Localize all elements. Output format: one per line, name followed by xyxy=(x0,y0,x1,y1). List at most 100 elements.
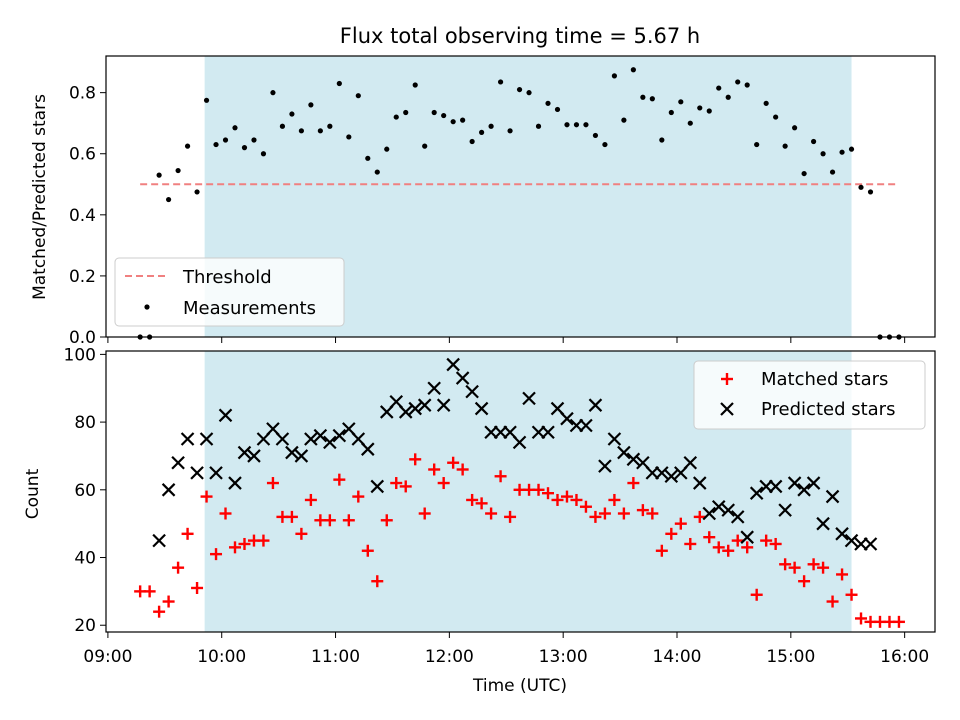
matched-star-point xyxy=(504,510,517,523)
measurement-point xyxy=(573,122,580,128)
matched-star-point xyxy=(399,480,412,493)
predicted-star-point xyxy=(313,428,328,443)
y-tick-label: 60 xyxy=(74,481,96,501)
legend-predicted-swatch xyxy=(720,402,734,416)
x-tick-label: 14:00 xyxy=(653,647,702,667)
predicted-star-point xyxy=(721,503,736,517)
matched-star-point xyxy=(200,490,213,503)
matched-star-point xyxy=(807,558,820,571)
matched-star-point xyxy=(333,473,346,486)
measurement-point xyxy=(820,151,826,157)
legend-predicted-label: Predicted stars xyxy=(761,399,895,420)
matched-star-point xyxy=(693,510,706,523)
predicted-star-point xyxy=(816,516,830,531)
predicted-star-point xyxy=(730,510,745,524)
predicted-star-point xyxy=(617,445,631,460)
predicted-star-point xyxy=(398,405,413,419)
predicted-star-point xyxy=(323,435,337,450)
predicted-star-point xyxy=(560,411,574,426)
predicted-star-point xyxy=(692,476,707,490)
measurement-point xyxy=(621,117,627,123)
measurement-point xyxy=(697,105,703,111)
measurement-point xyxy=(460,117,466,123)
matched-star-point xyxy=(542,487,555,500)
predicted-star-point xyxy=(370,479,385,494)
y-tick-label: 0.4 xyxy=(69,206,96,226)
matched-star-point xyxy=(390,477,403,490)
matched-star-point xyxy=(570,493,583,506)
predicted-star-point xyxy=(541,425,555,440)
predicted-star-point xyxy=(417,398,432,412)
matched-star-point xyxy=(760,534,773,547)
measurement-point xyxy=(346,134,352,140)
measurement-point xyxy=(355,93,361,99)
measurement-point xyxy=(649,96,655,102)
measurement-point xyxy=(507,128,513,134)
measurement-point xyxy=(469,138,475,145)
predicted-star-point xyxy=(294,449,309,463)
measurement-point xyxy=(327,123,333,129)
measurement-point xyxy=(279,123,286,129)
bottom-legend: Matched stars Predicted stars xyxy=(693,360,926,430)
measurement-point xyxy=(706,108,712,114)
measurement-point xyxy=(184,143,191,149)
y-tick-label: 100 xyxy=(64,345,96,365)
y-tick-label: 0.2 xyxy=(69,267,96,287)
matched-star-point xyxy=(636,504,649,517)
matched-star-point xyxy=(779,558,792,571)
predicted-star-point xyxy=(199,432,214,446)
matched-star-point xyxy=(712,541,725,554)
matched-star-point xyxy=(153,605,166,618)
predicted-star-point xyxy=(607,432,622,446)
predicted-star-point xyxy=(190,466,204,480)
bottom-y-axis-label: Count xyxy=(23,468,43,519)
measurement-point xyxy=(810,138,817,145)
y-tick-label: 20 xyxy=(74,616,96,636)
matched-star-point xyxy=(323,514,336,527)
matched-star-point xyxy=(485,507,498,520)
matched-star-point xyxy=(494,470,507,483)
measurement-point xyxy=(545,100,551,106)
top-x-ticks xyxy=(107,337,906,343)
x-tick-label: 15:00 xyxy=(766,647,815,667)
predicted-star-point xyxy=(711,499,726,514)
measurement-point xyxy=(403,109,409,116)
measurement-point xyxy=(232,125,238,131)
matched-star-point xyxy=(579,500,592,513)
predicted-star-point xyxy=(247,449,261,463)
measurement-point xyxy=(365,155,371,161)
measurement-point xyxy=(479,129,485,135)
matched-star-point xyxy=(532,483,545,496)
matched-star-point xyxy=(892,615,905,628)
top-y-axis: 0.0 0.2 0.4 0.6 0.8 xyxy=(69,84,106,348)
measurement-point xyxy=(336,80,342,87)
predicted-star-point xyxy=(408,401,422,416)
measurement-point xyxy=(829,169,836,175)
matched-star-point xyxy=(257,534,270,547)
bottom-y-axis: 20 40 60 80 100 xyxy=(64,345,106,636)
measurement-point xyxy=(241,145,248,151)
predicted-star-point xyxy=(161,483,176,497)
measurement-point xyxy=(687,120,693,126)
matched-star-point xyxy=(304,493,317,506)
measurement-point xyxy=(450,119,456,125)
predicted-star-point xyxy=(863,537,878,551)
measurement-point xyxy=(611,73,618,79)
measurement-point xyxy=(583,122,589,128)
measurement-point xyxy=(763,100,769,106)
x-tick-label: 13:00 xyxy=(539,647,588,667)
predicted-star-point xyxy=(237,445,252,460)
predicted-star-point xyxy=(598,459,612,473)
bottom-data-marks xyxy=(134,357,905,628)
measurement-point xyxy=(289,111,295,117)
measurement-point xyxy=(773,114,779,120)
measurement-point xyxy=(270,90,276,96)
predicted-star-point xyxy=(152,533,166,548)
matched-star-point xyxy=(769,537,782,550)
predicted-star-point xyxy=(218,408,233,423)
x-tick-label: 09:00 xyxy=(83,647,132,667)
matched-star-point xyxy=(228,541,241,554)
matched-star-point xyxy=(466,493,479,506)
x-axis-label: Time (UTC) xyxy=(472,676,567,696)
